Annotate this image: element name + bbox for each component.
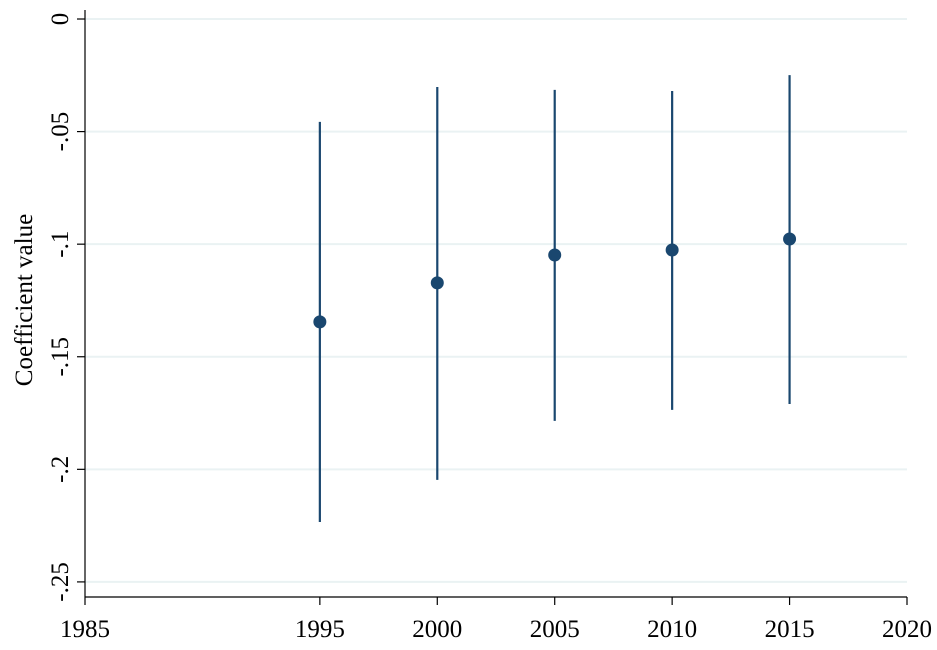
x-tick-label: 1985	[60, 616, 110, 643]
point	[313, 315, 327, 329]
y-tick-label: -.1	[47, 231, 74, 258]
x-tick-label: 1995	[295, 616, 345, 643]
x-tick-label: 2000	[412, 616, 462, 643]
x-tick-label: 2015	[765, 616, 815, 643]
y-tick-label: -.05	[47, 112, 74, 152]
x-tick-label: 2010	[647, 616, 697, 643]
point	[665, 243, 679, 257]
y-tick-label: -.2	[47, 456, 74, 483]
y-tick-label: 0	[47, 13, 74, 26]
x-tick-label: 2020	[882, 616, 932, 643]
point	[783, 232, 797, 246]
point	[548, 248, 562, 262]
y-axis-title: Coefficient value	[11, 214, 38, 386]
y-tick-label: -.15	[47, 337, 74, 377]
point	[430, 276, 444, 290]
y-tick-label: -.25	[47, 562, 74, 602]
x-tick-label: 2005	[530, 616, 580, 643]
